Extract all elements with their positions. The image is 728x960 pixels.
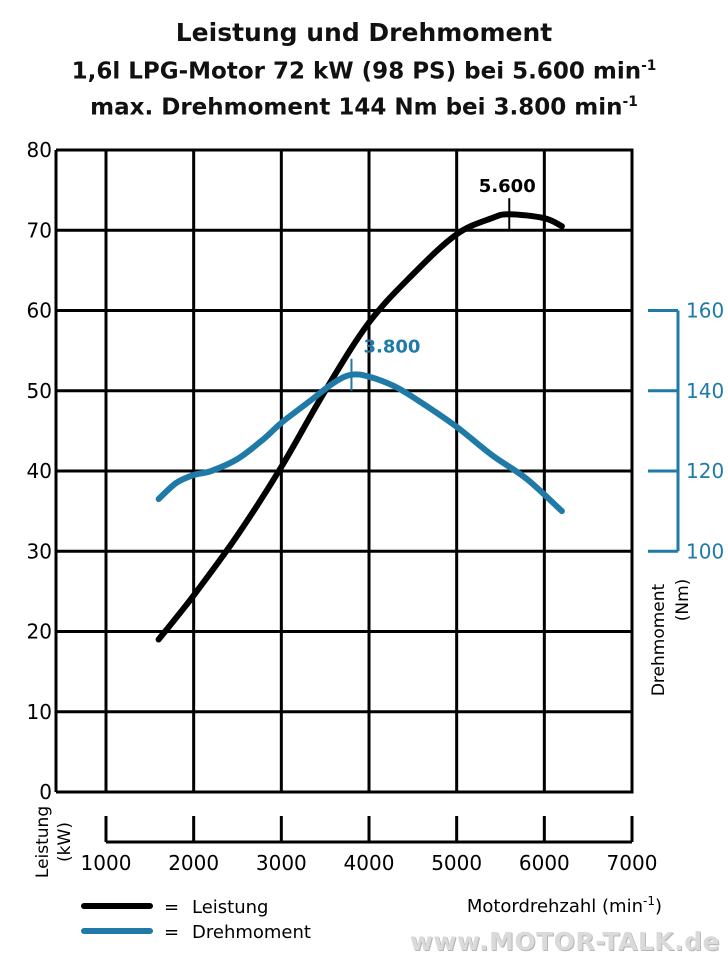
x-axis: 1000 2000 3000 4000 5000 6000 7000 Motordrehzah… xyxy=(81,816,662,917)
right-tick-label-160: 160 xyxy=(686,299,724,323)
legend-label-leistung: Leistung xyxy=(192,897,268,918)
annotation-label-5.600: 5.600 xyxy=(479,176,536,197)
left-axis: 0 10 20 30 40 50 60 70 80 Leistung (kW) xyxy=(27,138,106,878)
x-tick-label-6000: 6000 xyxy=(519,851,570,875)
x-axis-label: Motordrehzahl (min-1) xyxy=(467,894,662,917)
chart-subtitle-torque: max. Drehmoment 144 Nm bei 3.800 min-1 xyxy=(90,94,638,121)
right-tick-label-100: 100 xyxy=(686,539,724,563)
annotation-label-3.800: 3.800 xyxy=(363,337,420,358)
right-axis-label-line1: Drehmoment xyxy=(649,583,669,696)
left-tick-label-80: 80 xyxy=(27,138,52,162)
right-axis: 100 120 140 160 Drehmoment (Nm) xyxy=(648,299,724,696)
left-tick-label-30: 30 xyxy=(27,539,52,563)
right-tick-label-140: 140 xyxy=(686,379,724,403)
left-tick-label-50: 50 xyxy=(27,379,52,403)
watermark-logo: www.MOTOR-TALK.de xyxy=(409,927,720,956)
legend-equals-drehmoment: = xyxy=(164,922,179,943)
x-tick-label-2000: 2000 xyxy=(168,851,219,875)
left-tick-label-60: 60 xyxy=(27,299,52,323)
right-axis-label-line2: (Nm) xyxy=(673,579,693,622)
chart-title: Leistung und Drehmoment xyxy=(175,18,553,47)
series-line-leistung xyxy=(155,211,565,643)
series-line-drehmoment xyxy=(155,371,565,515)
left-axis-label-line1: Leistung xyxy=(33,806,53,878)
legend-label-drehmoment: Drehmoment xyxy=(192,922,311,943)
legend: = Leistung = Drehmoment xyxy=(81,897,311,943)
x-tick-label-1000: 1000 xyxy=(81,851,132,875)
x-tick-label-4000: 4000 xyxy=(344,851,395,875)
grid xyxy=(104,148,634,794)
annotations: 5.600 3.800 xyxy=(350,176,536,391)
x-tick-label-7000: 7000 xyxy=(607,851,658,875)
x-tick-label-3000: 3000 xyxy=(256,851,307,875)
x-tick-label-5000: 5000 xyxy=(431,851,482,875)
left-axis-label-line2: (kW) xyxy=(55,822,75,862)
chart-subtitle-power: 1,6l LPG-Motor 72 kW (98 PS) bei 5.600 m… xyxy=(71,58,657,85)
series-layer xyxy=(155,211,565,643)
left-tick-label-10: 10 xyxy=(27,700,52,724)
left-tick-label-0: 0 xyxy=(39,780,52,804)
right-tick-label-120: 120 xyxy=(686,459,724,483)
left-tick-label-20: 20 xyxy=(27,620,52,644)
left-tick-label-40: 40 xyxy=(27,459,52,483)
left-tick-label-70: 70 xyxy=(27,218,52,242)
legend-equals-leistung: = xyxy=(164,897,179,918)
